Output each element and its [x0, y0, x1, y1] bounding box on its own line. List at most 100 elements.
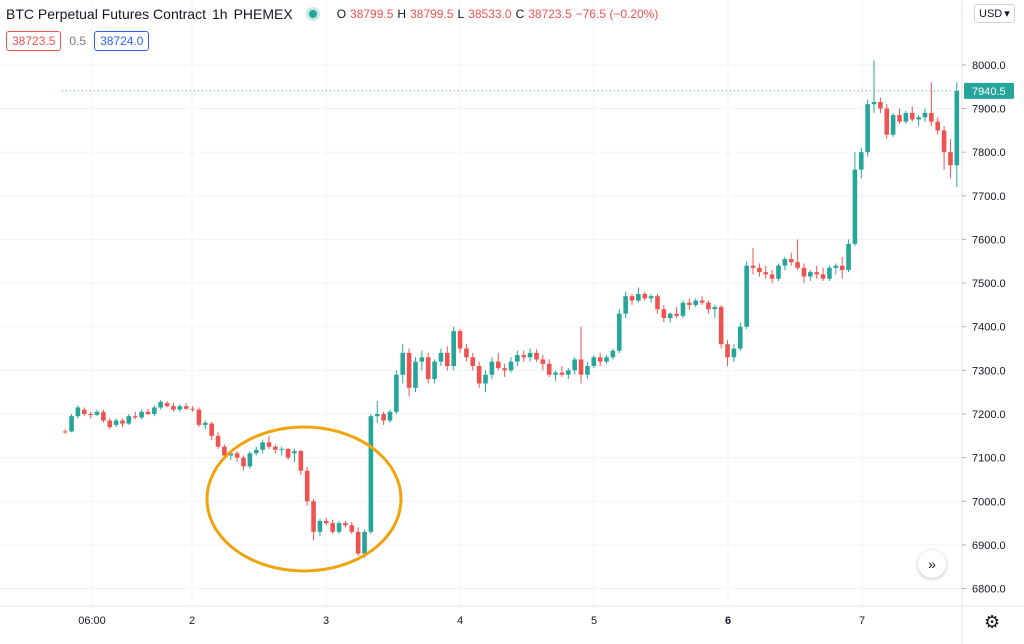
candle-body: [515, 355, 520, 362]
candle-body: [120, 420, 125, 424]
time-tick-label: 5: [591, 615, 597, 627]
candle-body: [871, 102, 877, 105]
candle-body: [903, 112, 909, 122]
candle-body: [814, 272, 820, 275]
chart-header: BTC Perpetual Futures Contract 1h PHEMEX…: [6, 6, 658, 22]
candle-body: [916, 117, 921, 120]
candle-body: [336, 523, 342, 532]
candle-body: [661, 309, 667, 318]
candle-body: [827, 267, 832, 279]
highlight-circle: [205, 425, 403, 573]
candle-body: [202, 422, 208, 425]
candle-body: [935, 121, 941, 131]
candle-body: [572, 359, 577, 371]
candle-body: [769, 274, 775, 279]
buy-price-button[interactable]: 38724.0: [94, 31, 150, 51]
candle-body: [909, 112, 915, 120]
candle-body: [215, 435, 221, 447]
candle-body: [324, 520, 329, 524]
candle-body: [330, 523, 335, 532]
candle-body: [311, 501, 316, 532]
candle-body: [495, 361, 501, 369]
candle-body: [451, 331, 456, 366]
candle-body: [718, 307, 724, 345]
candle-body: [285, 448, 291, 458]
candle-body: [387, 411, 393, 421]
candle-body: [597, 357, 603, 362]
candle-body: [75, 407, 81, 417]
time-tick-label: 2: [189, 615, 195, 627]
candle-body: [801, 267, 807, 277]
candle-body: [648, 296, 654, 299]
candle-body: [209, 423, 214, 436]
time-tick-label: 3: [323, 615, 329, 627]
candle-body: [464, 348, 469, 358]
candle-body: [687, 302, 692, 305]
scroll-to-realtime-button[interactable]: »: [918, 550, 946, 578]
candle-body: [400, 352, 406, 375]
candle-body: [878, 102, 883, 109]
candle-body: [591, 357, 597, 366]
candle-body: [699, 300, 705, 303]
candle-body: [292, 451, 297, 454]
candle-body: [152, 407, 157, 414]
candle-body: [425, 357, 431, 380]
candle-body: [839, 265, 845, 270]
sell-price-button[interactable]: 38723.5: [6, 31, 62, 51]
candle-body: [731, 348, 737, 358]
candle-body: [706, 302, 711, 310]
candle-body: [445, 352, 450, 366]
candle-body: [578, 359, 584, 375]
candle-body: [527, 352, 533, 358]
candle-body: [81, 409, 87, 414]
symbol-title[interactable]: BTC Perpetual Futures Contract: [6, 6, 206, 22]
candle-body: [241, 457, 246, 467]
last-price-badge: [964, 82, 1014, 99]
low-value: 38533.0: [468, 7, 512, 21]
candle-body: [616, 313, 622, 351]
currency-label: USD: [979, 7, 1003, 20]
candle-body: [483, 374, 488, 384]
time-tick-label: 06:00: [78, 615, 106, 627]
candle-body: [566, 370, 571, 375]
candle-body: [132, 416, 138, 418]
double-chevron-right-icon: »: [928, 556, 936, 572]
currency-button[interactable]: USD ▾: [974, 4, 1015, 23]
candle-body: [712, 307, 718, 310]
candle-body: [298, 451, 304, 471]
price-tick-label: 7100.0: [972, 453, 1006, 465]
candle-body: [164, 403, 170, 407]
candle-body: [183, 406, 189, 409]
candle-body: [642, 294, 648, 299]
open-value: 38799.5: [350, 7, 394, 21]
candle-body: [546, 363, 552, 375]
time-tick-label: 7: [859, 615, 865, 627]
candle-body: [69, 416, 74, 432]
high-value: 38799.5: [410, 7, 454, 21]
candle-body: [667, 313, 673, 318]
candle-body: [655, 296, 660, 310]
interval-label[interactable]: 1h: [211, 6, 228, 22]
candle-body: [260, 442, 265, 450]
candle-body: [355, 531, 361, 554]
candle-body: [317, 520, 323, 532]
price-tick-label: 7300.0: [972, 365, 1006, 377]
candle-body: [674, 313, 679, 316]
candle-body: [368, 416, 374, 532]
time-tick-label: 6: [725, 615, 731, 627]
candle-body: [534, 352, 539, 360]
candle-body: [381, 414, 386, 421]
candle-body: [737, 326, 743, 349]
candle-body: [171, 406, 176, 410]
candle-body: [763, 272, 769, 275]
candle-body: [432, 361, 437, 380]
candle-body: [158, 401, 164, 408]
candle-body: [247, 453, 253, 467]
gear-icon[interactable]: ⚙: [984, 612, 1001, 632]
candle-body: [222, 446, 227, 456]
candle-body: [744, 265, 749, 327]
candle-body: [94, 411, 100, 415]
candle-body: [362, 531, 367, 554]
candle-body: [776, 265, 781, 279]
